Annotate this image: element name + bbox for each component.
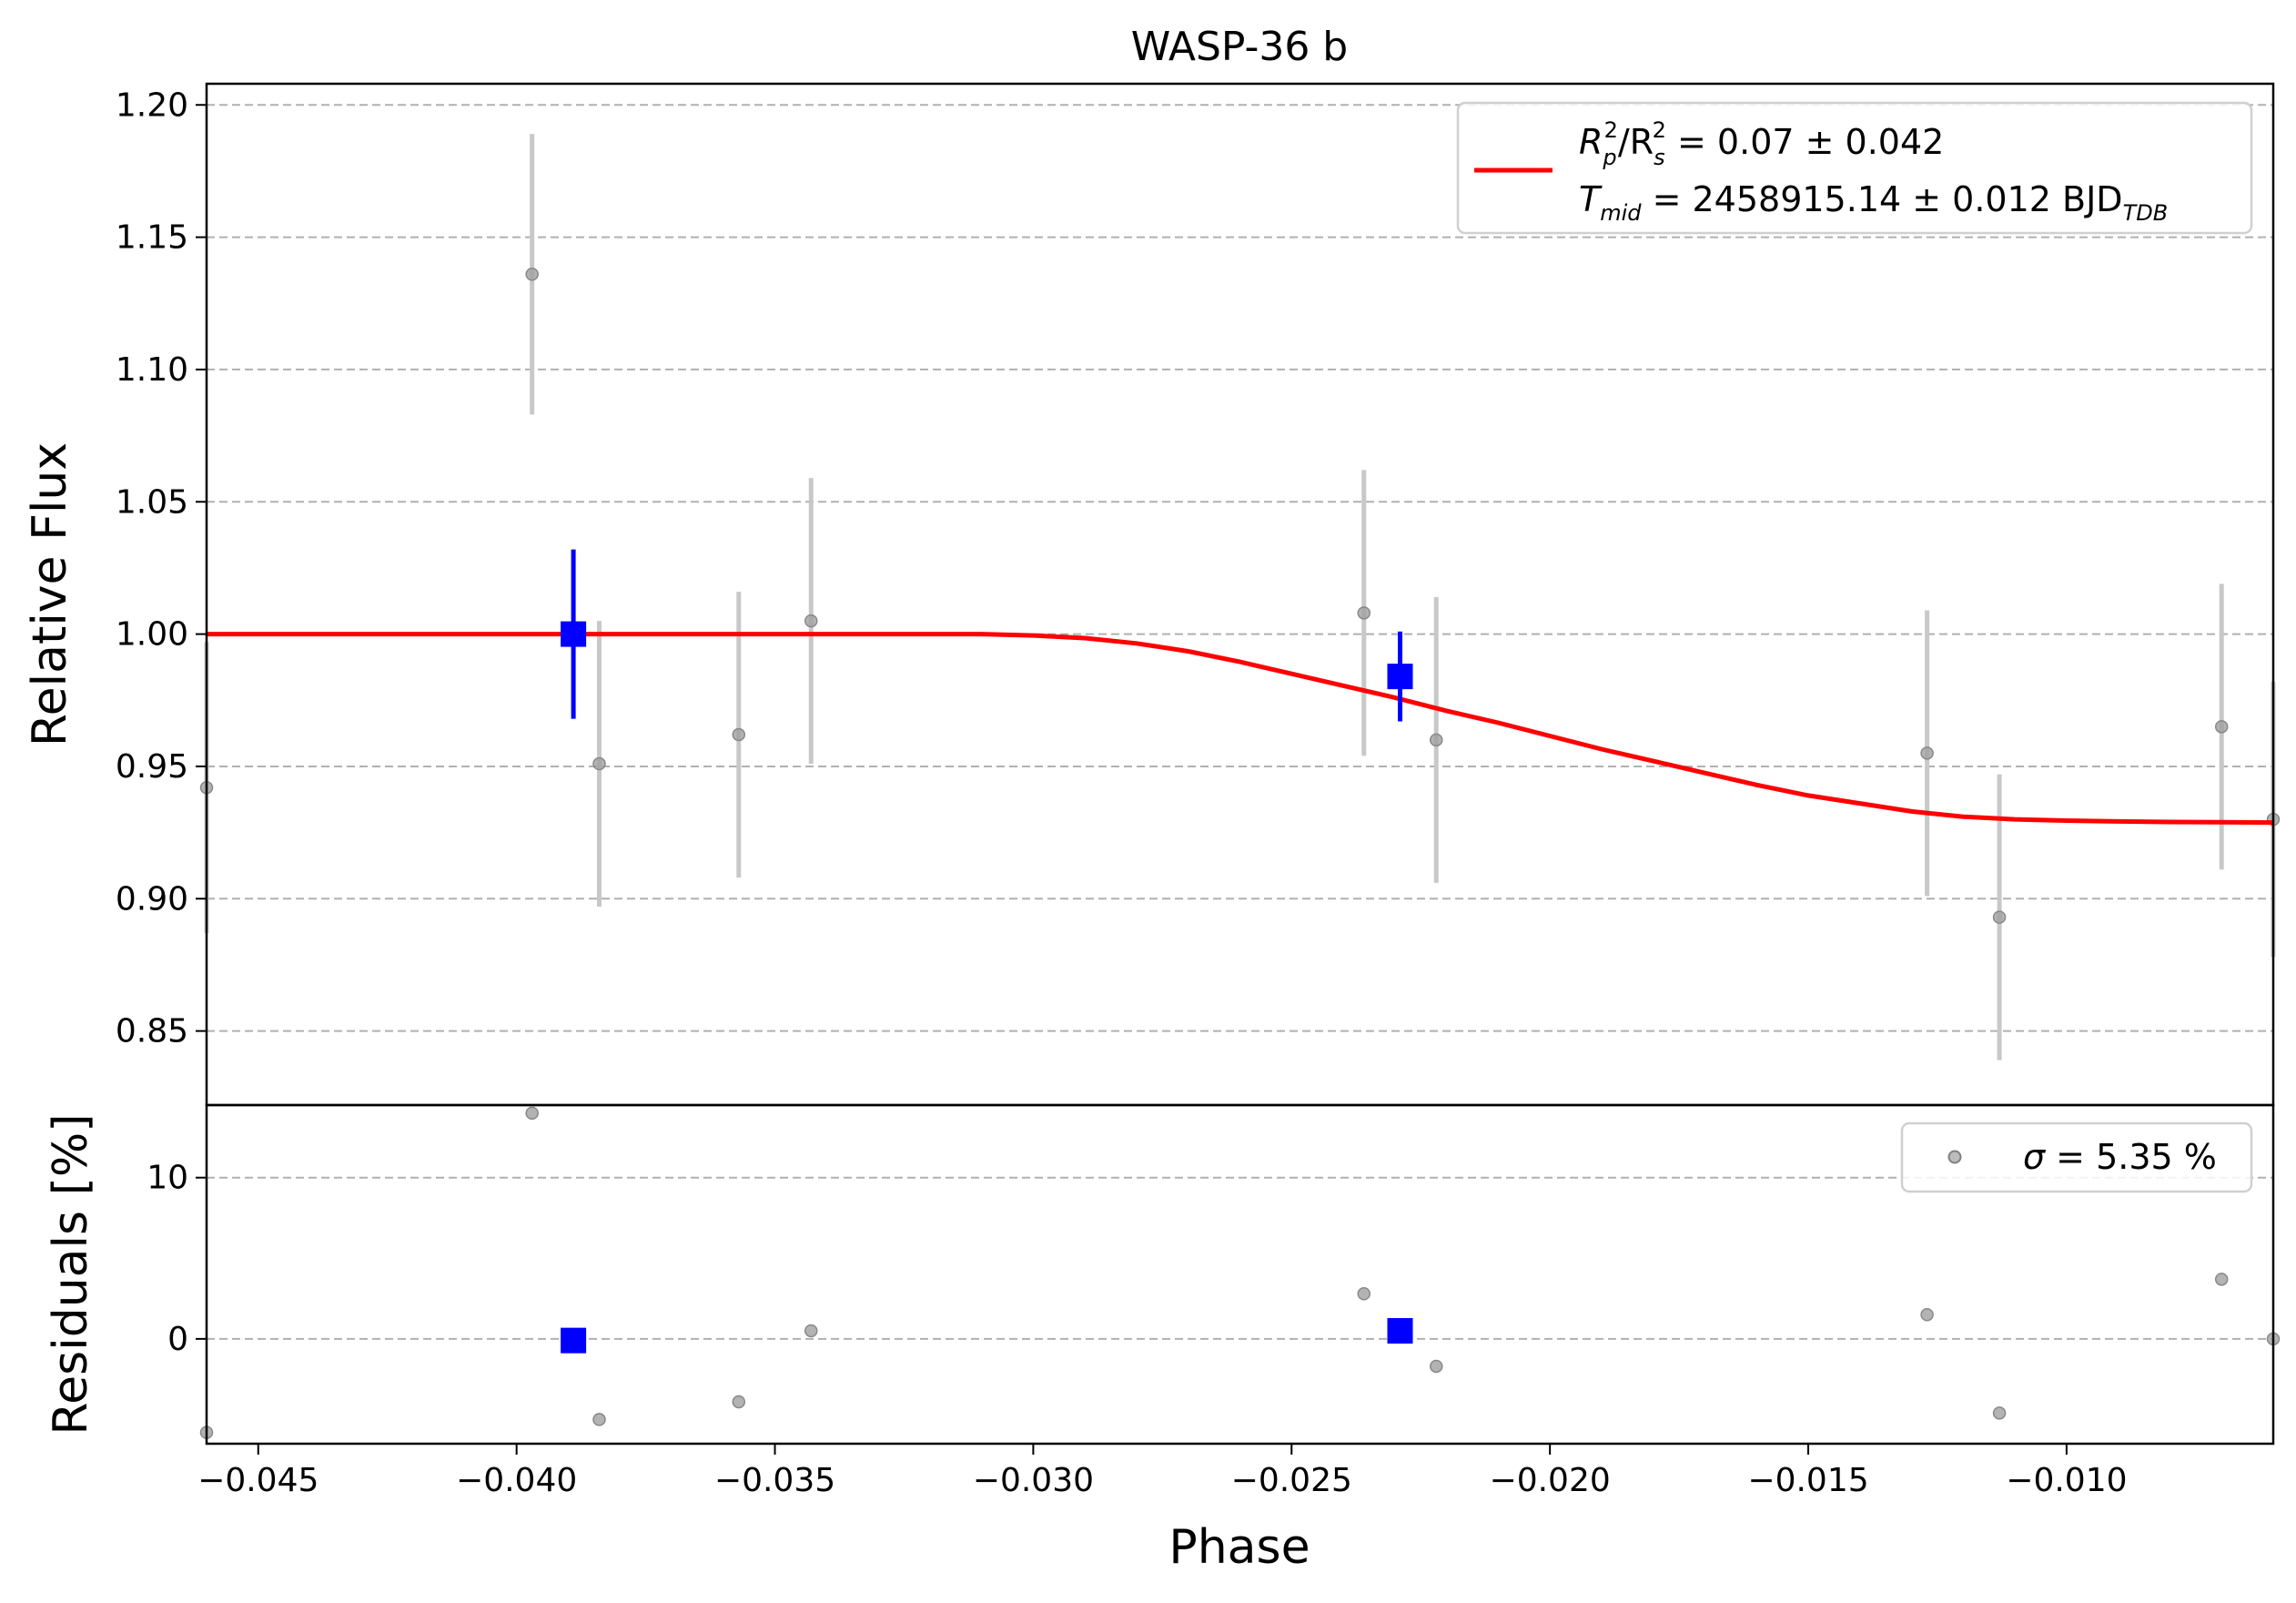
top-ylabel: Relative Flux: [23, 442, 77, 746]
bottom-legend-marker: [1947, 1150, 1962, 1164]
raw-point: [2214, 720, 2229, 734]
binned-point: [1387, 664, 1413, 690]
x-axis-label: Phase: [1168, 1520, 1310, 1575]
bottom-panel-yticks: 0 10: [147, 1160, 207, 1358]
chart-title: WASP-36 b: [1131, 24, 1348, 70]
legend-mid-transit-time: Tmid = 2458915.14 ± 0.012 BJDTDB: [1579, 179, 2168, 226]
xtick-label: −0.045: [197, 1462, 319, 1499]
top-panel-gridlines: [207, 104, 2273, 1032]
raw-point: [804, 614, 818, 628]
top-panel-yticks: 0.85 0.90 0.95 1.00 1.05 1.10 1.15 1.20: [116, 86, 207, 1050]
bottom-panel-frame: [205, 1103, 2275, 1446]
residual-point: [525, 1106, 539, 1121]
raw-point: [592, 756, 606, 771]
top-ytick-label: 1.10: [116, 351, 188, 389]
binned-residual-point: [561, 1327, 587, 1354]
top-ytick-label: 1.15: [116, 219, 188, 257]
xtick-label: −0.015: [1747, 1462, 1868, 1499]
raw-point: [1429, 733, 1443, 747]
top-ytick-label: 0.95: [116, 748, 188, 786]
bottom-panel-binned-points: [561, 1318, 1413, 1354]
residual-point: [592, 1413, 606, 1426]
xtick-label: −0.020: [1490, 1462, 1611, 1499]
residual-point: [1992, 1406, 2007, 1420]
residual-point: [1920, 1308, 1934, 1322]
xtick-label: −0.030: [973, 1462, 1094, 1499]
legend-radius-ratio: Rp2/Rs2 = 0.07 ± 0.042: [1579, 117, 1944, 170]
top-ytick-label: 0.90: [116, 880, 188, 918]
x-axis-ticks: −0.045 −0.040 −0.035 −0.030 −0.025 −0.020 −0.0…: [197, 1444, 2128, 1499]
xtick-label: −0.010: [2006, 1462, 2127, 1499]
xtick-label: −0.025: [1231, 1462, 1352, 1499]
xtick-label: −0.040: [456, 1462, 577, 1499]
raw-point: [732, 727, 746, 742]
bottom-legend: σ = 5.35 %: [1900, 1121, 2253, 1193]
transit-model-line: [207, 632, 2274, 826]
binned-point: [561, 621, 587, 647]
top-legend: Rp2/Rs2 = 0.07 ± 0.042 Tmid = 2458915.14…: [1456, 101, 2253, 235]
top-panel-raw-points: [199, 134, 2281, 1060]
top-legend-box: [1456, 101, 2253, 235]
raw-point: [525, 268, 539, 281]
top-ytick-label: 1.00: [116, 616, 188, 654]
raw-point: [1357, 606, 1371, 620]
residual-point: [804, 1324, 818, 1338]
bottom-ytick-label: 0: [167, 1321, 188, 1358]
top-ytick-label: 1.05: [116, 483, 188, 521]
top-ytick-label: 0.85: [116, 1013, 188, 1050]
bottom-panel-raw-points: [199, 1106, 2281, 1439]
legend-residual-sigma: σ = 5.35 %: [2023, 1137, 2217, 1177]
residual-point: [732, 1395, 746, 1409]
xtick-label: −0.035: [714, 1462, 835, 1499]
bottom-legend-box: [1900, 1121, 2253, 1193]
top-ytick-label: 1.20: [116, 86, 188, 124]
raw-point: [1920, 746, 1934, 760]
residual-point: [2214, 1273, 2229, 1286]
residual-point: [1429, 1359, 1443, 1374]
bottom-panel-gridlines: [207, 1176, 2273, 1340]
raw-point: [1992, 910, 2007, 924]
bottom-ylabel: Residuals [%]: [44, 1113, 98, 1435]
bottom-ytick-label: 10: [147, 1160, 188, 1197]
binned-residual-point: [1387, 1318, 1413, 1344]
residual-point: [1357, 1287, 1371, 1301]
top-panel-binned-points: [561, 549, 1413, 722]
